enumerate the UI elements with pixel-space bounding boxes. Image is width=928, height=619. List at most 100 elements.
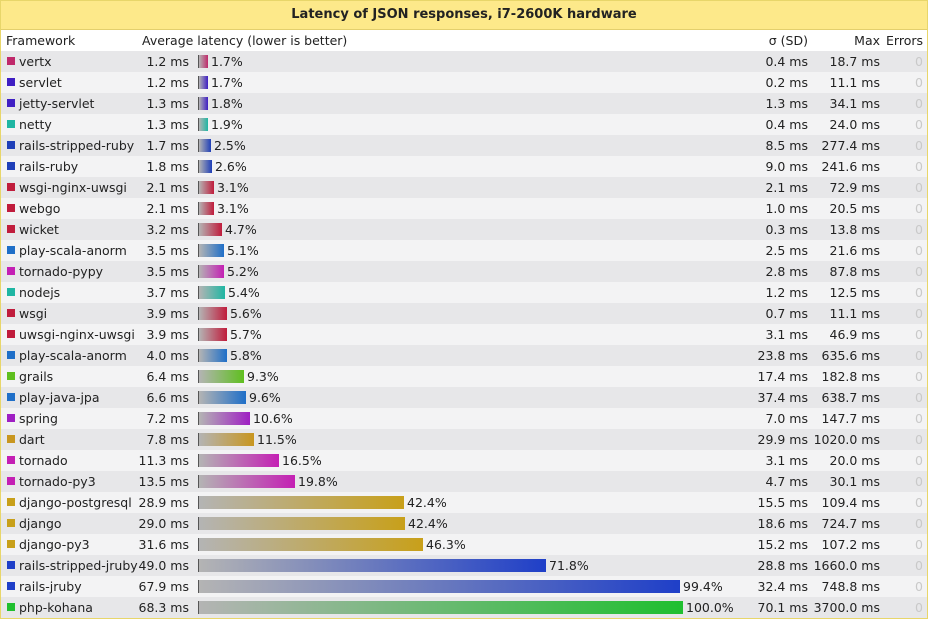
percent-label: 5.8% (230, 348, 262, 363)
latency-value: 3.2 ms (146, 222, 189, 237)
table-row: rails-jruby 67.9 ms 99.4% 32.4 ms 748.8 ms 0 (1, 576, 927, 597)
series-swatch (7, 309, 15, 317)
header-errors: Errors (886, 33, 923, 48)
table-row: wsgi 3.9 ms 5.6% 0.7 ms 11.1 ms 0 (1, 303, 927, 324)
sd-value: 0.3 ms (765, 222, 808, 237)
series-swatch (7, 498, 15, 506)
errors-value: 0 (915, 159, 923, 174)
errors-value: 0 (915, 579, 923, 594)
errors-value: 0 (915, 285, 923, 300)
latency-bar (198, 202, 214, 215)
latency-value: 28.9 ms (138, 495, 190, 510)
max-value: 277.4 ms (821, 138, 880, 153)
header-latency: Average latency (lower is better) (142, 33, 348, 48)
header-framework: Framework (6, 33, 76, 48)
latency-value: 31.6 ms (138, 537, 190, 552)
framework-name: tornado-pypy (19, 264, 104, 279)
framework-name: play-java-jpa (19, 390, 100, 405)
table-row: django 29.0 ms 42.4% 18.6 ms 724.7 ms 0 (1, 513, 927, 534)
max-value: 1660.0 ms (813, 558, 880, 573)
latency-bar (198, 223, 222, 236)
framework-name: wsgi-nginx-uwsgi (19, 180, 127, 195)
percent-label: 71.8% (549, 558, 589, 573)
latency-value: 11.3 ms (138, 453, 190, 468)
errors-value: 0 (915, 180, 923, 195)
table-row: uwsgi-nginx-uwsgi 3.9 ms 5.7% 3.1 ms 46.9 ms… (1, 324, 927, 345)
latency-bar (198, 601, 683, 614)
errors-value: 0 (915, 54, 923, 69)
percent-label: 46.3% (426, 537, 466, 552)
errors-value: 0 (915, 138, 923, 153)
latency-bar (198, 496, 404, 509)
latency-value: 6.6 ms (146, 390, 189, 405)
table-row: nodejs 3.7 ms 5.4% 1.2 ms 12.5 ms 0 (1, 282, 927, 303)
series-swatch (7, 246, 15, 254)
header-row: Framework Average latency (lower is bett… (1, 30, 927, 51)
latency-bar (198, 160, 212, 173)
table-row: wicket 3.2 ms 4.7% 0.3 ms 13.8 ms 0 (1, 219, 927, 240)
series-swatch (7, 141, 15, 149)
sd-value: 0.2 ms (765, 75, 808, 90)
series-swatch (7, 414, 15, 422)
table-row: tornado 11.3 ms 16.5% 3.1 ms 20.0 ms 0 (1, 450, 927, 471)
table-row: vertx 1.2 ms 1.7% 0.4 ms 18.7 ms 0 (1, 51, 927, 72)
max-value: 12.5 ms (829, 285, 881, 300)
framework-name: play-scala-anorm (19, 348, 127, 363)
latency-value: 3.9 ms (146, 306, 189, 321)
percent-label: 2.6% (215, 159, 247, 174)
errors-value: 0 (915, 327, 923, 342)
errors-value: 0 (915, 537, 923, 552)
series-swatch (7, 204, 15, 212)
sd-value: 4.7 ms (765, 474, 808, 489)
sd-value: 2.5 ms (765, 243, 808, 258)
max-value: 13.8 ms (829, 222, 881, 237)
percent-label: 5.1% (227, 243, 259, 258)
sd-value: 7.0 ms (765, 411, 808, 426)
latency-value: 13.5 ms (138, 474, 190, 489)
percent-label: 1.9% (211, 117, 243, 132)
series-swatch (7, 477, 15, 485)
latency-bar (198, 517, 405, 530)
errors-value: 0 (915, 117, 923, 132)
percent-label: 5.2% (227, 264, 259, 279)
sd-value: 18.6 ms (757, 516, 809, 531)
latency-value: 2.1 ms (146, 201, 189, 216)
series-swatch (7, 183, 15, 191)
series-swatch (7, 393, 15, 401)
sd-value: 0.4 ms (765, 117, 808, 132)
max-value: 1020.0 ms (813, 432, 880, 447)
errors-value: 0 (915, 222, 923, 237)
latency-bar (198, 76, 208, 89)
table-row: php-kohana 68.3 ms 100.0% 70.1 ms 3700.0 ms 0 (1, 597, 927, 618)
latency-bar (198, 370, 244, 383)
percent-label: 11.5% (257, 432, 297, 447)
series-swatch (7, 519, 15, 527)
table-row: play-java-jpa 6.6 ms 9.6% 37.4 ms 638.7 ms 0 (1, 387, 927, 408)
percent-label: 5.7% (230, 327, 262, 342)
sd-value: 70.1 ms (757, 600, 809, 615)
max-value: 109.4 ms (821, 495, 880, 510)
latency-bar (198, 433, 254, 446)
table-row: rails-stripped-jruby 49.0 ms 71.8% 28.8 ms 1… (1, 555, 927, 576)
sd-value: 8.5 ms (765, 138, 808, 153)
latency-value: 7.8 ms (146, 432, 189, 447)
latency-value: 3.5 ms (146, 264, 189, 279)
series-swatch (7, 351, 15, 359)
max-value: 11.1 ms (829, 306, 881, 321)
percent-label: 42.4% (408, 516, 448, 531)
latency-bar (198, 97, 208, 110)
errors-value: 0 (915, 390, 923, 405)
percent-label: 1.7% (211, 75, 243, 90)
percent-label: 9.3% (247, 369, 279, 384)
table-row: webgo 2.1 ms 3.1% 1.0 ms 20.5 ms 0 (1, 198, 927, 219)
framework-name: rails-stripped-ruby (19, 138, 135, 153)
errors-value: 0 (915, 96, 923, 111)
errors-value: 0 (915, 474, 923, 489)
max-value: 24.0 ms (829, 117, 881, 132)
sd-value: 2.8 ms (765, 264, 808, 279)
latency-value: 49.0 ms (138, 558, 190, 573)
framework-name: django (19, 516, 62, 531)
series-swatch (7, 540, 15, 548)
sd-value: 3.1 ms (765, 453, 808, 468)
